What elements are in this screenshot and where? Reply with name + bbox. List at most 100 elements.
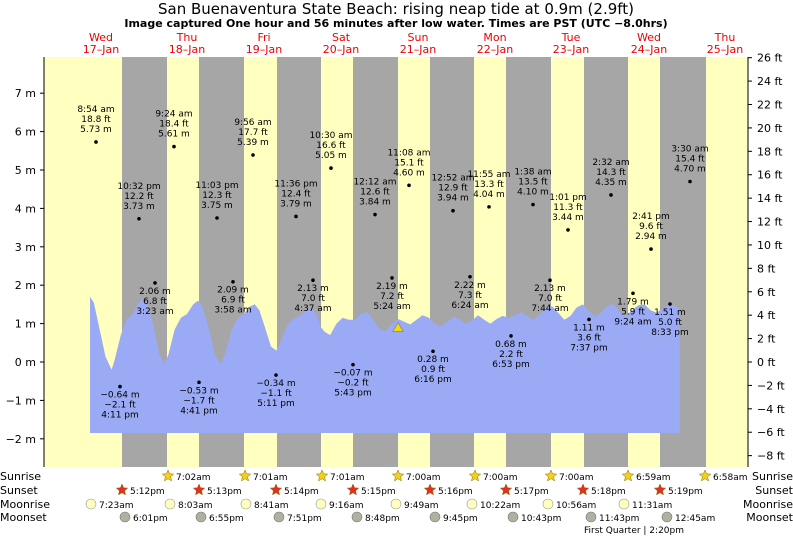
- tide-time-label: 9:24 am: [155, 110, 192, 120]
- sunrise-icon: [544, 469, 558, 482]
- right-axis-tick-label: 14 ft: [757, 192, 783, 205]
- tide-time-label: 4:11 pm: [101, 411, 139, 421]
- tide-height-m-label: 3.84 m: [359, 198, 391, 208]
- right-axis-tick-label: 12 ft: [757, 216, 783, 229]
- moonset-time: 6:55pm: [209, 514, 244, 524]
- moonrise-icon: [240, 498, 252, 510]
- tide-high-point: [566, 228, 570, 232]
- tide-high-point: [172, 144, 176, 149]
- tide-low-point: [468, 274, 472, 279]
- day-of-week-label: Thu: [176, 31, 198, 44]
- moonset-time: 10:43pm: [521, 514, 561, 524]
- date-label: 19–Jan: [246, 43, 282, 56]
- sunset-icon: [653, 483, 667, 496]
- moonrise-time: 10:22am: [480, 501, 520, 511]
- tide-time-label: 12:52 am: [431, 174, 474, 184]
- tide-high-point: [487, 205, 491, 209]
- day-of-week-label: Wed: [637, 31, 661, 44]
- sun-moon-events: SunriseSunsetMoonriseMoonsetSunriseSunse…: [0, 469, 793, 536]
- sunset-icon: [499, 483, 513, 496]
- moonset-icon: [273, 511, 285, 523]
- right-axis-tick-label: 16 ft: [757, 169, 783, 182]
- tide-height-m-label: 4.70 m: [674, 165, 706, 175]
- date-label: 17–Jan: [83, 43, 119, 56]
- tide-high-point: [94, 140, 98, 144]
- chart-title: San Buenaventura State Beach: rising nea…: [158, 0, 634, 18]
- tide-low-point: [311, 278, 315, 283]
- tide-high-point: [329, 166, 333, 170]
- tide-height-ft-label: 12.6 ft: [360, 188, 390, 198]
- water-area: [90, 296, 680, 434]
- left-axis-tick-label: 7 m: [15, 87, 36, 100]
- tide-low-point: [231, 279, 235, 284]
- tide-height-m-label: 5.61 m: [158, 130, 190, 140]
- tide-time-label: 7:37 pm: [570, 343, 608, 353]
- sunrise-icon: [238, 469, 252, 482]
- tide-height-m-label: 2.22 m: [454, 281, 486, 291]
- tide-high-point: [294, 214, 298, 219]
- row-label-moonset-right: Moonset: [746, 511, 793, 524]
- row-label-moonrise-right: Moonrise: [743, 498, 793, 511]
- tide-high-point: [215, 216, 219, 220]
- date-label: 22–Jan: [477, 43, 513, 56]
- tide-height-ft-label: 14.3 ft: [596, 168, 626, 178]
- sunset-icon: [192, 483, 206, 496]
- date-label: 23–Jan: [553, 43, 589, 56]
- tide-high-point: [531, 202, 535, 207]
- day-of-week-label: Sun: [408, 31, 429, 44]
- day-of-week-label: Fri: [257, 31, 270, 44]
- tide-time-label: 3:58 am: [214, 306, 251, 316]
- tide-height-m-label: −0.53 m: [179, 386, 218, 396]
- tide-height-m-label: −0.64 m: [100, 391, 139, 401]
- sunrise-time: 6:59am: [636, 473, 671, 483]
- tide-height-ft-label: −2.1 ft: [104, 401, 136, 411]
- tide-height-m-label: 4.35 m: [595, 178, 627, 188]
- left-axis-tick-label: 4 m: [15, 202, 36, 215]
- moonset-icon: [195, 511, 207, 523]
- right-axis-tick-label: 20 ft: [757, 122, 783, 135]
- moonrise-icon: [466, 498, 478, 510]
- sunset-time: 5:18pm: [591, 487, 626, 497]
- tide-low-point: [274, 373, 278, 377]
- tide-height-m-label: 3.44 m: [552, 213, 584, 223]
- tide-height-m-label: 2.06 m: [139, 287, 171, 297]
- tide-time-label: 11:55 am: [467, 170, 510, 180]
- right-axis-tick-label: −6 ft: [757, 426, 785, 439]
- moon-phase-note: First Quarter | 2:20pm: [584, 526, 684, 536]
- tide-low-point: [587, 317, 591, 322]
- date-label: 24–Jan: [631, 43, 667, 56]
- tide-height-m-label: 4.04 m: [473, 190, 505, 200]
- water-level-fill: [90, 296, 680, 434]
- tide-time-label: 3:30 am: [671, 145, 708, 155]
- tide-low-point: [351, 362, 355, 367]
- right-axis-tick-label: 24 ft: [757, 75, 783, 88]
- moonset-time: 9:45pm: [443, 514, 478, 524]
- tide-time-label: 1:38 am: [514, 168, 551, 178]
- right-axis-tick-label: 10 ft: [757, 239, 783, 252]
- tide-height-m-label: 2.09 m: [217, 286, 249, 296]
- tide-height-m-label: 1.11 m: [573, 323, 605, 333]
- tide-low-point: [431, 349, 435, 354]
- tide-height-ft-label: 12.3 ft: [202, 191, 232, 201]
- row-label-sunrise: Sunrise: [0, 470, 41, 483]
- row-label-moonset: Moonset: [0, 511, 47, 524]
- sunrise-time: 7:01am: [330, 473, 365, 483]
- left-axis-tick-label: 6 m: [15, 126, 36, 139]
- tide-time-label: 6:53 pm: [492, 360, 530, 370]
- tide-height-m-label: 2.94 m: [635, 232, 667, 242]
- right-axis-tick-label: −8 ft: [757, 450, 785, 463]
- tide-high-point: [649, 247, 653, 251]
- moonrise-time: 10:56am: [556, 501, 596, 511]
- day-of-week-label: Sat: [332, 31, 351, 44]
- tide-high-point: [451, 208, 455, 213]
- day-of-week-label: Wed: [89, 31, 113, 44]
- sunrise-time: 6:58am: [713, 473, 748, 483]
- left-axis-tick-label: 0 m: [15, 356, 36, 369]
- moonset-time: 12:45am: [675, 514, 715, 524]
- right-axis-tick-label: 18 ft: [757, 145, 783, 158]
- current-tide-triangle: [392, 321, 404, 332]
- moonset-time: 11:43pm: [599, 514, 639, 524]
- tide-time-label: 5:11 pm: [257, 399, 295, 409]
- right-axis-tick-label: 4 ft: [757, 309, 776, 322]
